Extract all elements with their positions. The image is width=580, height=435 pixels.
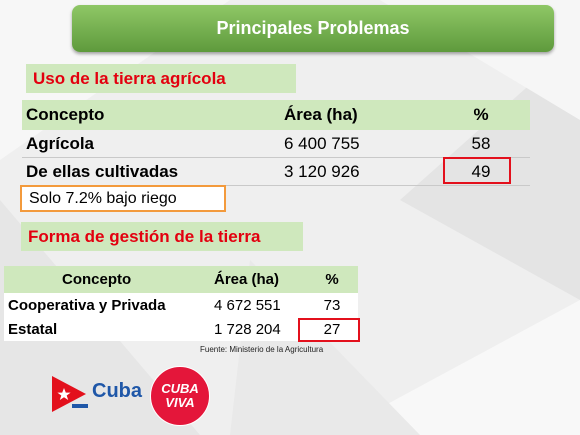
cuba-viva-circle: [150, 366, 210, 426]
cell-pct: 49: [471, 161, 491, 181]
land-use-table: Concepto Área (ha) % Agrícola 6 400 755 …: [22, 100, 530, 186]
cell-area: 1 728 204: [214, 320, 281, 338]
table-row: Cooperativa y Privada 4 672 551 73: [4, 293, 358, 317]
cell-concepto: De ellas cultivadas: [26, 161, 179, 181]
source-note: Fuente: Ministerio de la Agricultura: [200, 345, 324, 354]
cell-pct: 58: [471, 133, 491, 153]
section-title-land-management: Forma de gestión de la tierra: [21, 222, 303, 251]
header-pct: %: [325, 271, 339, 288]
table-row: Estatal 1 728 204 27: [4, 317, 358, 341]
irrigation-note: Solo 7.2% bajo riego: [20, 185, 226, 212]
cell-pct: 27: [323, 320, 341, 338]
table-header: Concepto Área (ha) %: [22, 100, 530, 130]
cell-concepto: Agrícola: [26, 133, 95, 153]
page-title: Principales Problemas: [72, 5, 554, 52]
header-pct: %: [473, 105, 489, 124]
cuba-viva-line2: VIVA: [165, 395, 195, 410]
section-title-land-use: Uso de la tierra agrícola: [26, 64, 296, 93]
cuba-viva-line1: CUBA: [161, 381, 199, 396]
highlight-box-state-pct: [298, 318, 360, 342]
table-row: De ellas cultivadas 3 120 926 49: [22, 158, 530, 186]
table-row: Agrícola 6 400 755 58: [22, 130, 530, 158]
cell-concepto: Cooperativa y Privada: [8, 296, 166, 314]
header-area: Área (ha): [214, 271, 280, 288]
header-concepto: Concepto: [62, 271, 132, 288]
header-concepto: Concepto: [26, 105, 105, 124]
table-header: Concepto Área (ha) %: [4, 266, 358, 293]
cuba-logo-text: Cuba: [92, 380, 142, 402]
cell-concepto: Estatal: [8, 320, 58, 338]
cell-area: 3 120 926: [284, 161, 360, 181]
header-area: Área (ha): [284, 105, 358, 124]
cuba-viva-logo-icon: CUBA VIVA: [150, 366, 210, 426]
cuba-logo: Cuba: [52, 374, 144, 414]
cell-area: 6 400 755: [284, 133, 360, 153]
cuba-flag-icon: [52, 376, 88, 412]
highlight-box-cultivated-pct: [443, 157, 511, 184]
cell-pct: 73: [323, 296, 341, 314]
cell-area: 4 672 551: [214, 296, 281, 314]
